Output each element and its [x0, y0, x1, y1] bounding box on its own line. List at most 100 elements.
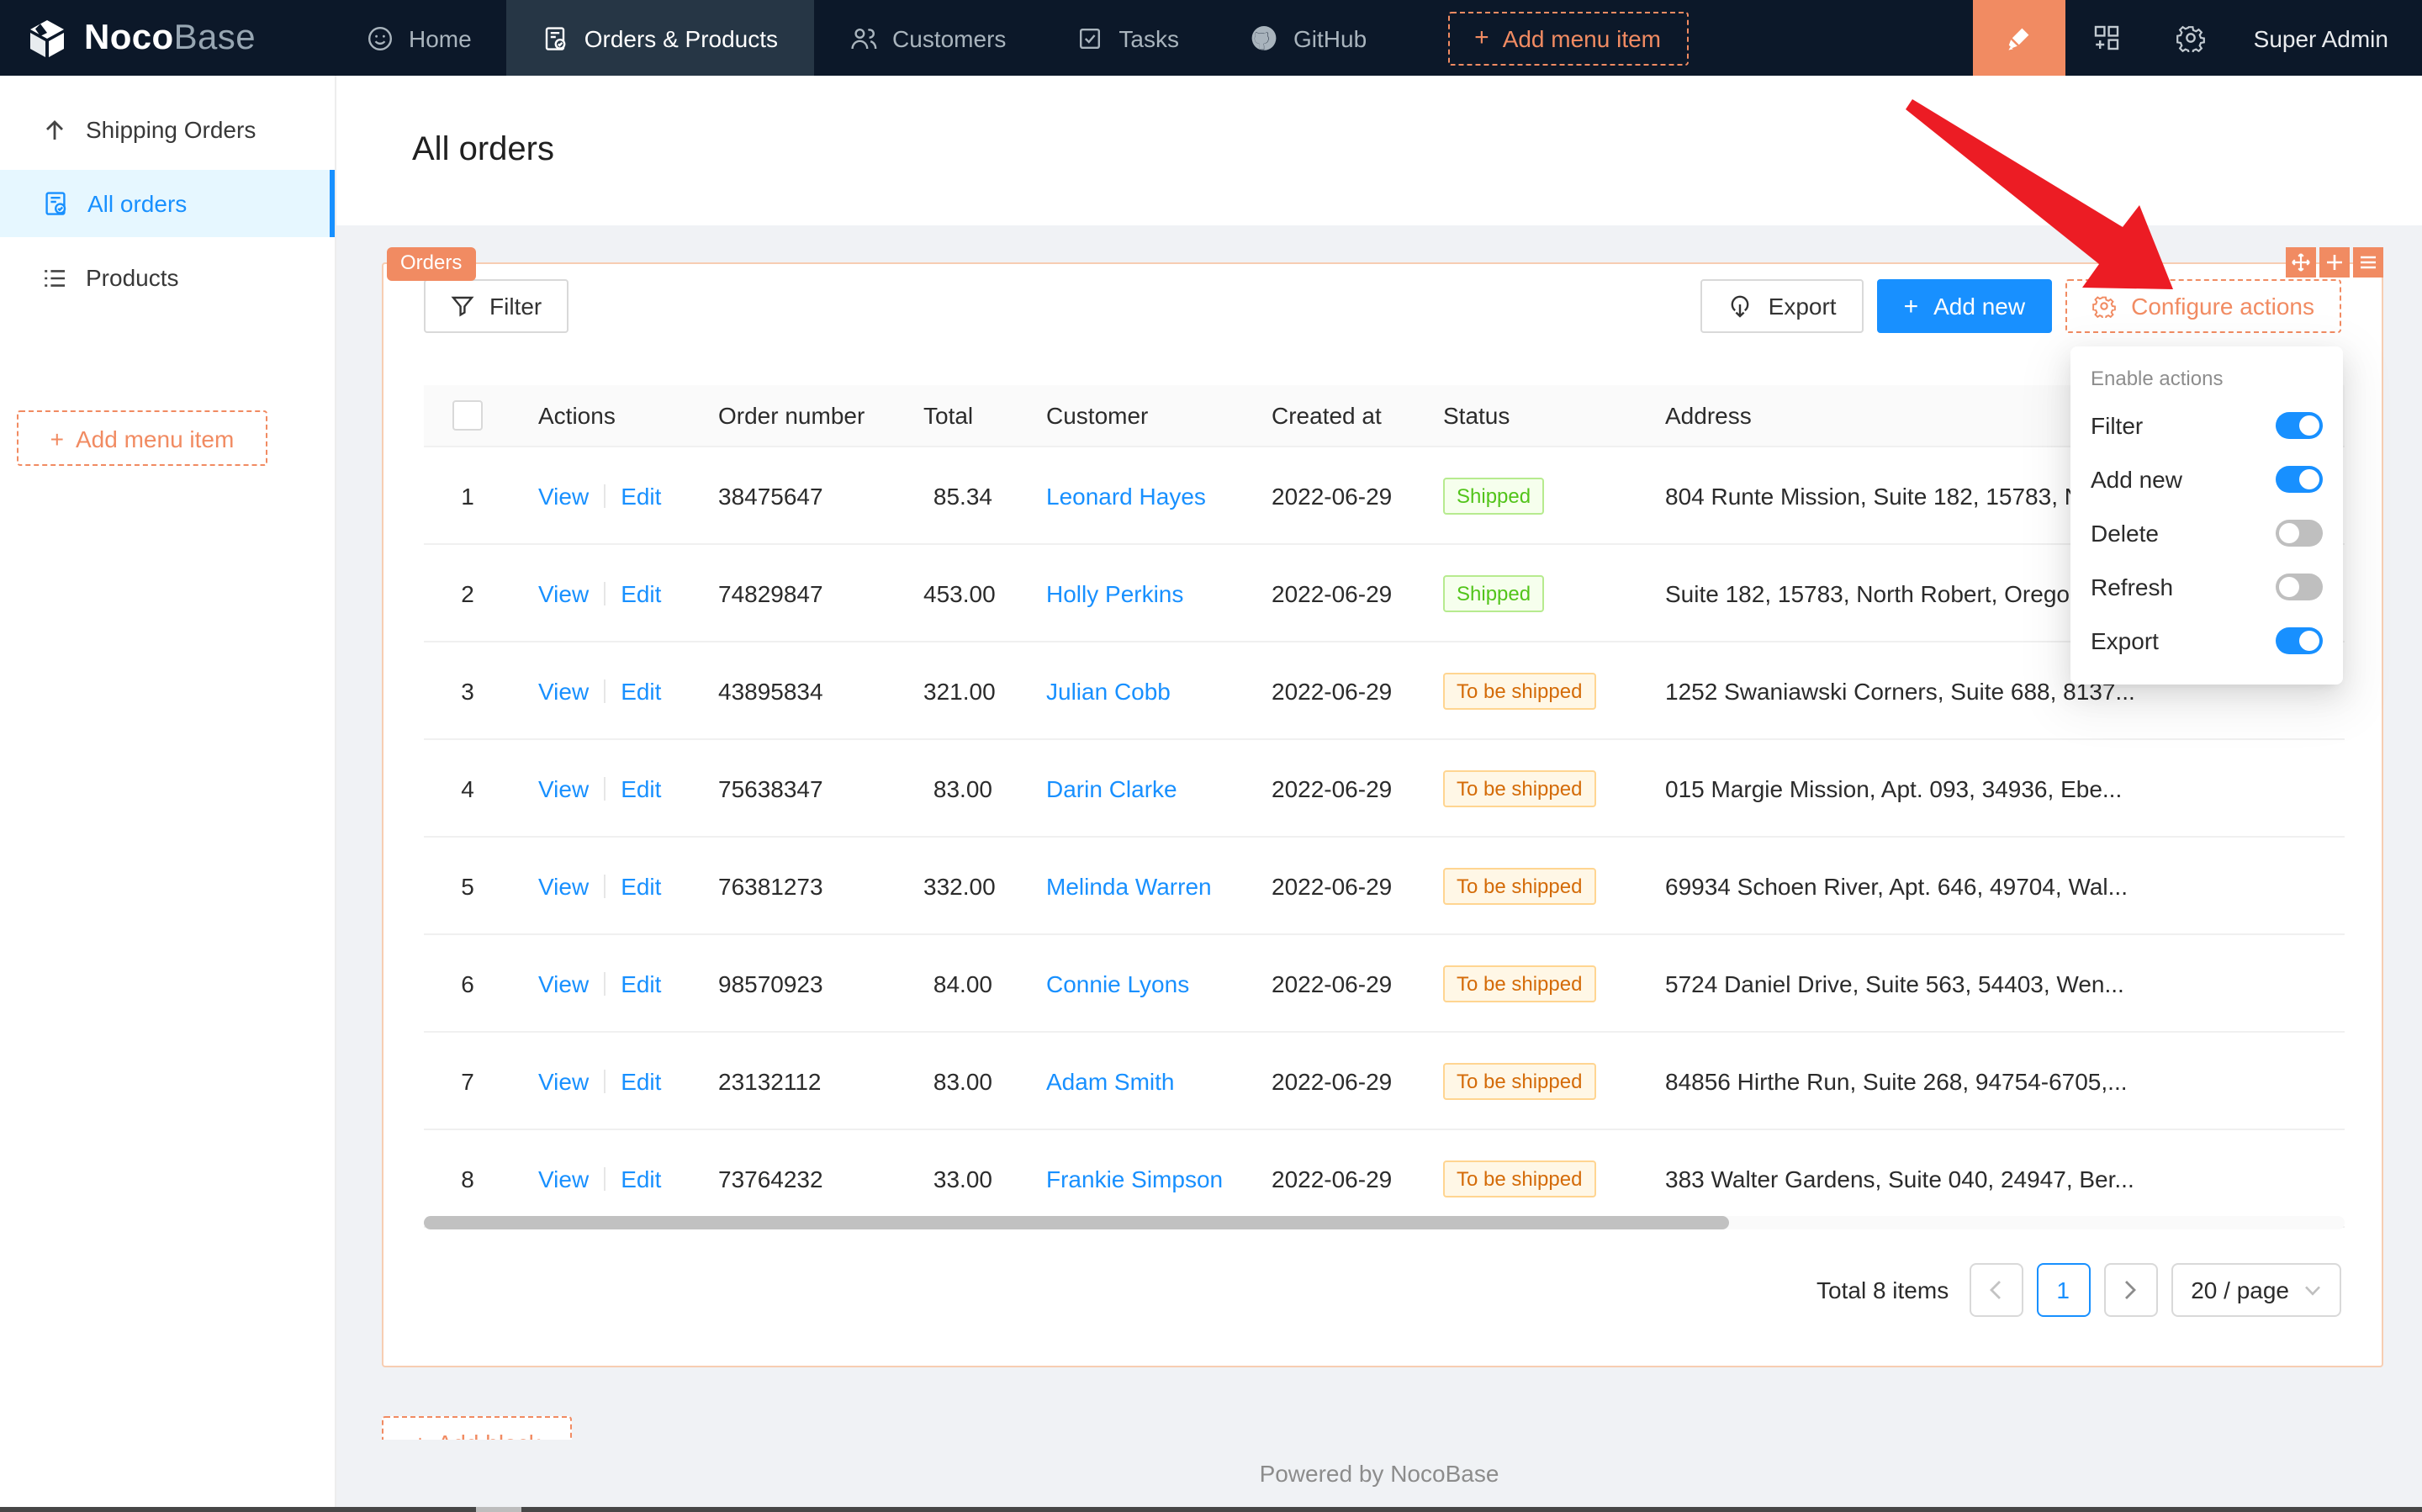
- column-header-actions: Actions: [511, 402, 691, 429]
- row-actions: View Edit: [511, 775, 691, 801]
- select-all-checkbox[interactable]: [452, 400, 483, 431]
- nav-item-label: Orders & Products: [584, 24, 779, 51]
- edit-link[interactable]: Edit: [621, 775, 662, 801]
- dropdown-items: Filter Add new Delete Refresh Export: [2070, 399, 2343, 668]
- add-new-button[interactable]: + Add new: [1876, 279, 2053, 333]
- block-menu-icon[interactable]: [2353, 247, 2383, 278]
- app-logo[interactable]: NocoBase: [0, 0, 331, 76]
- customer-link[interactable]: Frankie Simpson: [1046, 1165, 1224, 1192]
- order-number-cell: 23132112: [718, 1067, 822, 1094]
- action-divider: [604, 776, 606, 800]
- toggle-switch[interactable]: [2276, 466, 2323, 493]
- row-index: 3: [461, 677, 474, 704]
- edit-link[interactable]: Edit: [621, 970, 662, 997]
- address-cell: 69934 Schoen River, Apt. 646, 49704, Wal…: [1665, 872, 2128, 899]
- edit-link[interactable]: Edit: [621, 677, 662, 704]
- sidebar-item-shipping-orders[interactable]: Shipping Orders: [0, 96, 335, 163]
- customer-link[interactable]: Connie Lyons: [1046, 970, 1190, 997]
- nav-item-customers[interactable]: Customers: [813, 0, 1041, 76]
- dropdown-item-add-new[interactable]: Add new: [2070, 452, 2343, 506]
- nav-item-github[interactable]: GitHub: [1214, 0, 1402, 76]
- drag-handle-icon[interactable]: [2286, 247, 2316, 278]
- status-badge: To be shipped: [1443, 965, 1596, 1002]
- nav-item-home[interactable]: Home: [331, 0, 507, 76]
- export-button[interactable]: Export: [1700, 279, 1864, 333]
- customer-link[interactable]: Darin Clarke: [1046, 775, 1177, 801]
- order-number-cell: 73764232: [718, 1165, 823, 1192]
- customer-link[interactable]: Melinda Warren: [1046, 872, 1212, 899]
- row-actions: View Edit: [511, 1067, 691, 1094]
- total-cell: 85.34: [933, 482, 992, 509]
- view-link[interactable]: View: [538, 1067, 590, 1094]
- plugin-manager-button[interactable]: [2065, 0, 2150, 76]
- view-link[interactable]: View: [538, 677, 590, 704]
- toggle-switch[interactable]: [2276, 412, 2323, 439]
- edit-link[interactable]: Edit: [621, 872, 662, 899]
- view-link[interactable]: View: [538, 482, 590, 509]
- dropdown-item-label: Filter: [2091, 412, 2144, 439]
- row-actions: View Edit: [511, 872, 691, 899]
- dropdown-item-delete[interactable]: Delete: [2070, 506, 2343, 560]
- customer-link[interactable]: Adam Smith: [1046, 1067, 1175, 1094]
- arrow-up-icon: [42, 117, 67, 142]
- column-header-total: Total: [896, 402, 1019, 429]
- sidebar-add-menu-item-button[interactable]: + Add menu item: [17, 410, 267, 466]
- view-link[interactable]: View: [538, 579, 590, 606]
- add-block-button[interactable]: + Add block: [382, 1416, 572, 1440]
- sidebar-item-all-orders[interactable]: All orders: [0, 170, 335, 237]
- dropdown-item-export[interactable]: Export: [2070, 614, 2343, 668]
- address-cell: 804 Runte Mission, Suite 182, 15783, No.…: [1665, 482, 2114, 509]
- dropdown-item-filter[interactable]: Filter: [2070, 399, 2343, 452]
- view-link[interactable]: View: [538, 970, 590, 997]
- pagination-page-1[interactable]: 1: [2036, 1263, 2091, 1317]
- action-divider: [604, 1166, 606, 1190]
- nav-add-label: Add menu item: [1502, 24, 1662, 51]
- status-badge: To be shipped: [1443, 867, 1596, 904]
- column-header-customer: Customer: [1019, 402, 1245, 429]
- view-link[interactable]: View: [538, 775, 590, 801]
- edit-link[interactable]: Edit: [621, 1067, 662, 1094]
- nav-item-orders-products[interactable]: Orders & Products: [506, 0, 814, 76]
- row-actions: View Edit: [511, 579, 691, 606]
- edit-link[interactable]: Edit: [621, 1165, 662, 1192]
- page-size-select[interactable]: 20 / page: [2171, 1263, 2341, 1317]
- address-cell: 5724 Daniel Drive, Suite 563, 54403, Wen…: [1665, 970, 2124, 997]
- customer-link[interactable]: Julian Cobb: [1046, 677, 1171, 704]
- pagination: Total 8 items 1 20 / page: [1816, 1263, 2341, 1317]
- edit-link[interactable]: Edit: [621, 482, 662, 509]
- block-designer-toolbar: [2286, 247, 2383, 278]
- total-cell: 453.00: [923, 579, 996, 606]
- chevron-down-icon: [2305, 1285, 2320, 1295]
- settings-gear-button[interactable]: [2150, 0, 2234, 76]
- user-menu[interactable]: Super Admin: [2253, 24, 2388, 51]
- toggle-switch[interactable]: [2276, 520, 2323, 547]
- customer-link[interactable]: Holly Perkins: [1046, 579, 1184, 606]
- view-link[interactable]: View: [538, 1165, 590, 1192]
- select-all-cell: [424, 400, 511, 431]
- nav-item-tasks[interactable]: Tasks: [1041, 0, 1214, 76]
- horizontal-scrollbar-thumb[interactable]: [424, 1216, 1729, 1229]
- edit-link[interactable]: Edit: [621, 579, 662, 606]
- status-badge: Shipped: [1443, 477, 1545, 514]
- filter-button[interactable]: Filter: [424, 279, 569, 333]
- toggle-switch[interactable]: [2276, 627, 2323, 654]
- address-cell: 383 Walter Gardens, Suite 040, 24947, Be…: [1665, 1165, 2134, 1192]
- pagination-next-button[interactable]: [2103, 1263, 2158, 1317]
- ui-editor-button[interactable]: [1972, 0, 2065, 76]
- dropdown-item-refresh[interactable]: Refresh: [2070, 560, 2343, 614]
- page-size-value: 20 / page: [2191, 1277, 2289, 1303]
- address-cell: Suite 182, 15783, North Robert, Oregon..…: [1665, 579, 2102, 606]
- pagination-prev-button[interactable]: [1969, 1263, 2023, 1317]
- order-number-cell: 75638347: [718, 775, 823, 801]
- customer-link[interactable]: Leonard Hayes: [1046, 482, 1206, 509]
- order-number-cell: 98570923: [718, 970, 823, 997]
- configure-actions-button[interactable]: Configure actions: [2065, 279, 2341, 333]
- row-index: 8: [461, 1165, 474, 1192]
- sidebar-item-products[interactable]: Products: [0, 244, 335, 311]
- add-block-icon[interactable]: [2319, 247, 2350, 278]
- nav-add-menu-item-button[interactable]: + Add menu item: [1447, 11, 1689, 65]
- navbar-right: Super Admin: [1972, 0, 2422, 76]
- toggle-switch[interactable]: [2276, 574, 2323, 600]
- view-link[interactable]: View: [538, 872, 590, 899]
- main-menu: Home Orders & Products: [331, 0, 1689, 76]
